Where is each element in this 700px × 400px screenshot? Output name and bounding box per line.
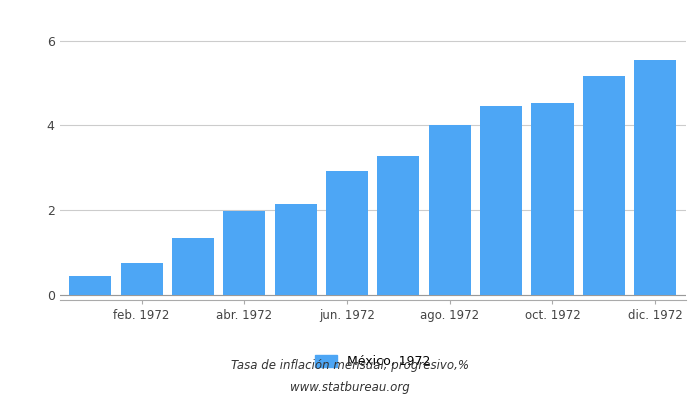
Bar [69,276,111,295]
Bar [480,106,522,295]
Bar [428,126,471,295]
Text: www.statbureau.org: www.statbureau.org [290,382,410,394]
Bar [120,263,162,295]
Bar [223,212,265,295]
Bar [326,171,368,295]
Bar [583,76,625,295]
Bar [531,104,573,295]
Text: Tasa de inflación mensual, progresivo,%: Tasa de inflación mensual, progresivo,% [231,360,469,372]
Bar [172,238,214,295]
Bar [274,204,317,295]
Legend: México, 1972: México, 1972 [315,355,430,368]
Bar [634,60,676,295]
Bar [377,156,419,295]
